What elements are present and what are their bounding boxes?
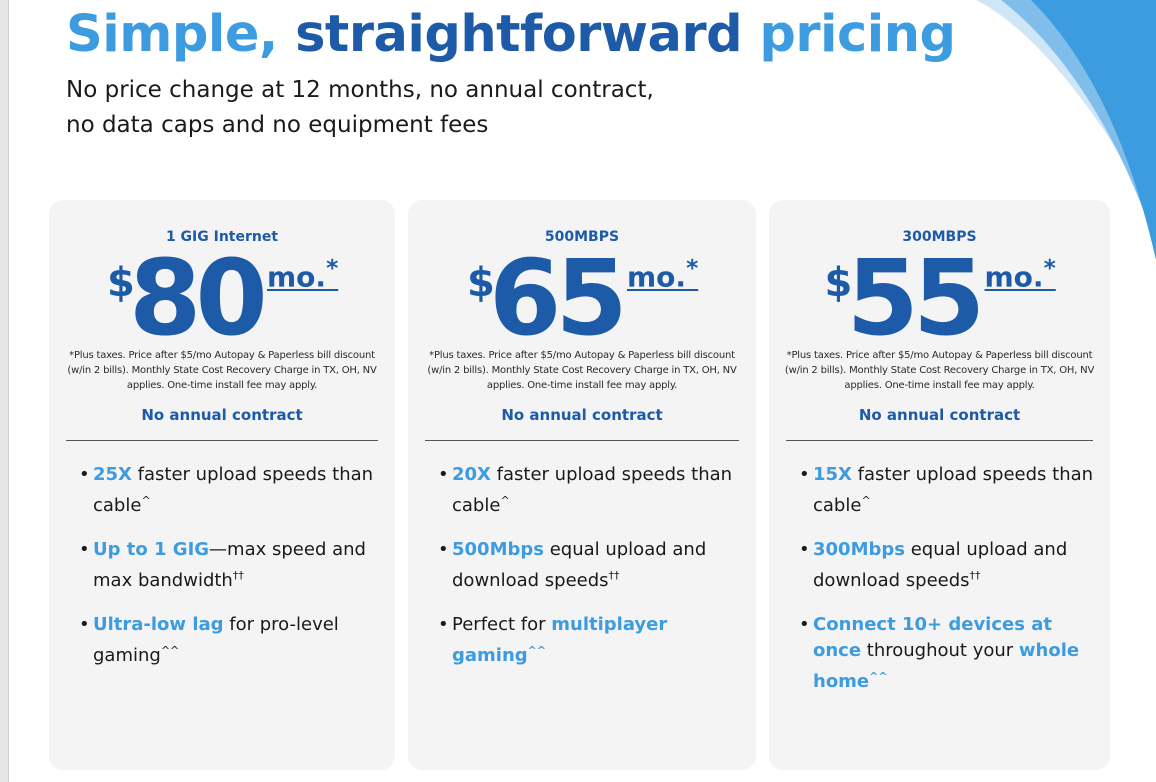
plan-card-300mbps: 300MBPS $ 55 mo.* *Plus taxes. Price aft… — [769, 200, 1110, 770]
feature-item: Perfect for multiplayer gaming^^ — [438, 612, 740, 669]
plan-card-500mbps: 500MBPS $ 65 mo.* *Plus taxes. Price aft… — [408, 200, 756, 770]
title-word-straightforward: straightforward — [295, 5, 743, 64]
price-period: mo.* — [627, 254, 699, 294]
divider — [66, 440, 378, 441]
feature-list: 25X faster upload speeds than cable^ Up … — [79, 462, 379, 687]
plan-name: 500MBPS — [544, 229, 620, 245]
fine-print: *Plus taxes. Price after $5/mo Autopay &… — [784, 350, 1095, 391]
plan-name: 300MBPS — [902, 229, 977, 245]
currency-symbol: $ — [824, 260, 853, 306]
contract-note: No annual contract — [858, 406, 1021, 424]
fine-print: *Plus taxes. Price after $5/mo Autopay &… — [427, 350, 737, 391]
decorative-swoosh — [976, 0, 1156, 260]
feature-item: Ultra-low lag for pro-level gaming^^ — [79, 612, 379, 669]
plan-card-1gig: 1 GIG Internet $ 80 mo.* *Plus taxes. Pr… — [49, 200, 395, 770]
contract-note: No annual contract — [501, 406, 663, 424]
price-amount: 55 — [846, 237, 986, 359]
price-amount: 80 — [129, 237, 268, 359]
plan-price: $ 80 mo.* — [49, 238, 395, 358]
subtitle-line-1: No price change at 12 months, no annual … — [66, 77, 654, 103]
page-edge — [0, 0, 9, 782]
title-word-simple: Simple, — [66, 5, 278, 64]
page-subtitle: No price change at 12 months, no annual … — [66, 73, 766, 143]
feature-item: 500Mbps equal upload and download speeds… — [438, 537, 740, 594]
divider — [425, 440, 739, 441]
feature-list: 20X faster upload speeds than cable^ 500… — [438, 462, 740, 687]
plan-price: $ 55 mo.* — [769, 238, 1110, 358]
price-amount: 65 — [489, 237, 628, 359]
feature-item: 25X faster upload speeds than cable^ — [79, 462, 379, 519]
fine-print: *Plus taxes. Price after $5/mo Autopay &… — [67, 350, 377, 391]
title-word-pricing: pricing — [759, 5, 956, 64]
plan-name: 1 GIG Internet — [165, 229, 279, 245]
contract-note: No annual contract — [141, 406, 303, 424]
feature-item: Connect 10+ devices at once throughout y… — [799, 612, 1094, 695]
feature-item: 20X faster upload speeds than cable^ — [438, 462, 740, 519]
currency-symbol: $ — [107, 260, 135, 306]
page-title: Simple, straightforward pricing — [66, 2, 956, 68]
feature-list: 15X faster upload speeds than cable^ 300… — [799, 462, 1094, 713]
feature-item: Up to 1 GIG—max speed and max bandwidth†… — [79, 537, 379, 594]
price-period: mo.* — [267, 254, 339, 294]
feature-item: 300Mbps equal upload and download speeds… — [799, 537, 1094, 594]
currency-symbol: $ — [467, 260, 495, 306]
subtitle-line-2: no data caps and no equipment fees — [66, 112, 489, 138]
divider — [786, 440, 1093, 441]
feature-item: 15X faster upload speeds than cable^ — [799, 462, 1094, 519]
plan-price: $ 65 mo.* — [408, 238, 756, 358]
price-period: mo.* — [984, 254, 1056, 294]
